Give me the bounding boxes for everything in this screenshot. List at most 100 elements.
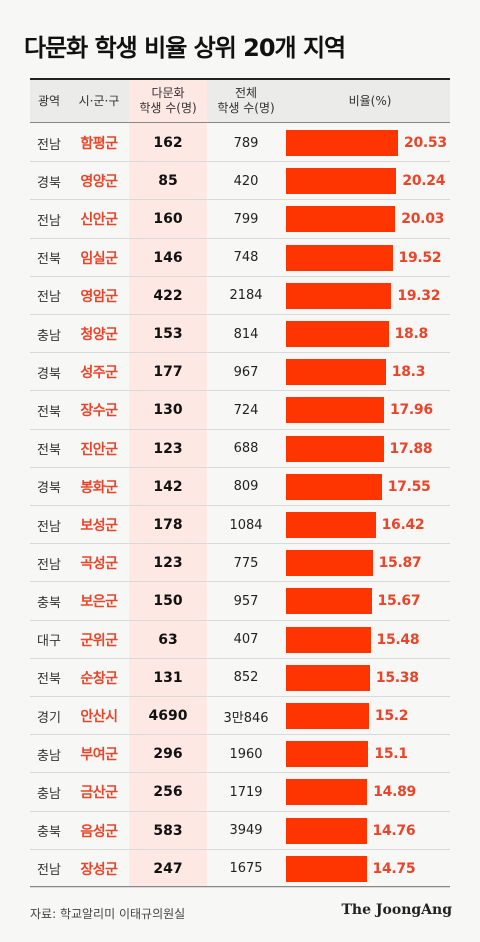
header-county-label: 시·군·구: [78, 93, 120, 108]
total-count-cell: 3만846: [223, 710, 269, 726]
ratio-value-label: 14.89: [373, 784, 416, 801]
header-total: 전체 학생 수(명): [207, 80, 285, 122]
multicultural-count-cell: 63: [158, 631, 178, 648]
table-row: 전남 영암군 422 2184 19.32: [30, 277, 450, 315]
county-cell: 군위군: [80, 632, 118, 649]
county-cell: 부여군: [80, 747, 118, 764]
ratio-bar: [286, 168, 397, 195]
ratio-value-label: 15.67: [377, 593, 421, 610]
total-count-cell: 799: [233, 211, 259, 227]
ratio-bar: [286, 244, 393, 271]
header-multicultural-line2: 학생 수(명): [139, 101, 197, 115]
row-divider: [30, 848, 450, 850]
table-row: 충남 청양군 153 814 18.8: [30, 315, 450, 354]
row-divider: [30, 581, 450, 583]
table-row: 전남 신안군 160 799 20.03: [30, 200, 450, 239]
table-row: 충북 보은군 150 957 15.67: [30, 582, 450, 621]
multicultural-count-cell: 256: [153, 784, 183, 801]
table-row: 경북 봉화군 142 809 17.55: [30, 468, 450, 506]
total-count-cell: 2184: [229, 288, 263, 304]
multicultural-count-cell: 422: [153, 287, 183, 304]
county-cell: 장성군: [80, 861, 118, 878]
ratio-value-label: 15.2: [374, 708, 409, 725]
total-count-cell: 688: [233, 441, 259, 457]
table-row: 전남 곡성군 123 775 15.87: [30, 544, 450, 583]
county-cell: 보은군: [80, 594, 118, 611]
header-county: 시·군·구: [70, 80, 128, 122]
region-cell: 충남: [37, 748, 61, 764]
header-region: 광역: [30, 80, 68, 122]
ratio-value-label: 19.32: [397, 287, 441, 304]
multicultural-count-cell: 4690: [148, 708, 188, 725]
total-count-cell: 852: [233, 670, 259, 686]
multicultural-count-cell: 85: [158, 173, 178, 190]
ratio-bar: [286, 473, 382, 500]
table-row: 충남 부여군 296 1960 15.1: [30, 735, 450, 774]
region-cell: 경북: [37, 366, 61, 382]
ratio-value-label: 15.87: [378, 555, 422, 572]
total-count-cell: 1675: [229, 861, 263, 877]
multicultural-count-cell: 162: [153, 135, 183, 152]
region-cell: 전남: [37, 863, 61, 879]
county-cell: 성주군: [80, 365, 118, 382]
region-cell: 대구: [37, 634, 61, 650]
table-header-background: [30, 80, 450, 122]
county-cell: 임실군: [80, 250, 118, 267]
ratio-value-label: 16.42: [381, 517, 425, 534]
ratio-value-label: 17.88: [389, 440, 433, 457]
region-cell: 충남: [37, 786, 61, 802]
total-count-cell: 724: [233, 402, 259, 418]
county-cell: 순창군: [80, 670, 118, 687]
ratio-bar: [286, 741, 369, 768]
ratio-bar: [286, 779, 368, 806]
row-divider: [30, 237, 450, 239]
county-cell: 장수군: [80, 403, 118, 420]
table-row: 경기 안산시 4690 3만846 15.2: [30, 697, 450, 736]
region-cell: 충북: [37, 595, 61, 611]
ratio-bar: [286, 703, 369, 729]
ratio-bar: [286, 588, 372, 615]
table-row: 경북 성주군 177 967 18.3: [30, 353, 450, 392]
total-count-cell: 407: [233, 632, 259, 648]
county-cell: 청양군: [80, 327, 118, 344]
table-row: 경북 영양군 85 420 20.24: [30, 162, 450, 201]
header-ratio: 비율(%): [290, 80, 450, 122]
ratio-value-label: 17.55: [387, 478, 431, 495]
row-divider: [30, 619, 450, 621]
multicultural-count-cell: 178: [153, 517, 183, 534]
table-row: 전남 장성군 247 1675 14.75: [30, 850, 450, 888]
table-row: 전북 진안군 123 688 17.88: [30, 430, 450, 468]
ratio-value-label: 17.96: [390, 402, 433, 419]
table-row: 전북 순창군 131 852 15.38: [30, 659, 450, 697]
ratio-value-label: 15.48: [376, 631, 420, 648]
row-divider: [30, 734, 450, 736]
total-count-cell: 775: [233, 555, 259, 571]
row-divider: [30, 886, 450, 888]
region-cell: 경북: [37, 481, 61, 497]
multicultural-count-cell: 150: [153, 593, 183, 610]
county-cell: 음성군: [80, 823, 118, 840]
ratio-value-label: 14.76: [372, 822, 416, 839]
region-cell: 전남: [37, 137, 61, 153]
ratio-value-label: 15.38: [375, 669, 419, 686]
total-count-cell: 1719: [229, 784, 263, 800]
county-cell: 진안군: [80, 441, 118, 458]
ratio-bar: [286, 397, 384, 424]
county-cell: 봉화군: [80, 479, 118, 496]
region-cell: 전남: [37, 519, 61, 535]
table-row: 충북 음성군 583 3949 14.76: [30, 812, 450, 850]
row-divider: [30, 428, 450, 430]
ratio-bar: [286, 664, 370, 691]
row-divider: [30, 504, 450, 506]
ratio-bar: [286, 130, 398, 156]
multicultural-count-cell: 583: [153, 822, 183, 839]
region-cell: 전남: [37, 290, 61, 306]
region-cell: 전북: [37, 252, 61, 268]
ratio-value-label: 20.24: [402, 173, 446, 190]
ratio-value-label: 14.75: [372, 860, 416, 877]
multicultural-count-cell: 296: [153, 746, 183, 763]
multicultural-count-cell: 131: [153, 669, 183, 686]
county-cell: 신안군: [80, 212, 118, 229]
multicultural-count-cell: 177: [153, 364, 183, 381]
table-row: 전북 장수군 130 724 17.96: [30, 391, 450, 430]
